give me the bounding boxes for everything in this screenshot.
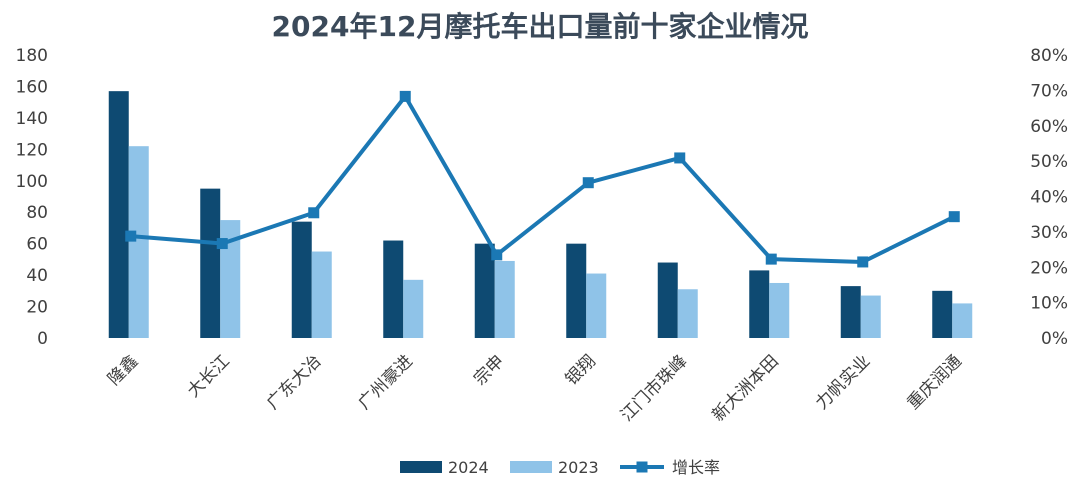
right-axis-tick: 80% bbox=[1030, 46, 1068, 66]
left-axis-tick: 140 bbox=[16, 109, 48, 129]
legend-swatch-2024 bbox=[400, 461, 442, 473]
growth-rate-point-7 bbox=[765, 253, 777, 265]
bar-2023-2 bbox=[311, 251, 332, 338]
growth-rate-point-0 bbox=[125, 230, 137, 242]
category-labels: 隆鑫 大长江 广东大冶 广州豪进 宗申 银翔 江门市珠峰 新大洲本田 力帆实业 重庆润通 bbox=[104, 351, 966, 426]
legend-label: 2023 bbox=[558, 458, 599, 477]
bar-2024-6 bbox=[657, 262, 678, 338]
category-label: 宗申 bbox=[470, 351, 508, 389]
growth-rate-line bbox=[130, 94, 956, 264]
bar-2024-4 bbox=[474, 243, 495, 338]
bar-2024-1 bbox=[200, 188, 221, 338]
legend-marker bbox=[636, 461, 648, 473]
bar-2023-7 bbox=[769, 282, 790, 338]
growth-rate-point-4 bbox=[491, 249, 503, 261]
category-label: 广州豪进 bbox=[354, 351, 417, 414]
growth-rate-point-1 bbox=[216, 238, 228, 250]
right-axis-tick: 50% bbox=[1030, 152, 1068, 172]
left-axis-tick: 120 bbox=[16, 140, 48, 160]
legend-swatch-2023 bbox=[510, 461, 552, 473]
left-axis-tick: 40 bbox=[26, 266, 48, 286]
growth-rate-point-6 bbox=[674, 152, 686, 164]
bar-2023-0 bbox=[128, 146, 149, 338]
right-axis-tick: 70% bbox=[1030, 81, 1068, 101]
bar-series bbox=[108, 91, 973, 339]
line-series bbox=[125, 90, 960, 268]
growth-rate-point-8 bbox=[857, 256, 869, 268]
right-y-axis: 0% 10% 20% 30% 40% 50% 60% 70% 80% bbox=[1030, 46, 1068, 349]
category-label: 江门市珠峰 bbox=[617, 351, 691, 425]
left-y-axis: 0 20 40 60 80 100 120 140 160 180 bbox=[16, 46, 48, 349]
bar-2023-6 bbox=[677, 289, 698, 338]
left-axis-tick: 20 bbox=[26, 298, 48, 318]
right-axis-tick: 20% bbox=[1030, 258, 1068, 278]
right-axis-tick: 60% bbox=[1030, 117, 1068, 137]
bar-2023-9 bbox=[952, 303, 973, 338]
chart-title: 2024年12月摩托车出口量前十家企业情况 bbox=[272, 10, 809, 43]
left-axis-tick: 180 bbox=[16, 46, 48, 66]
right-axis-tick: 0% bbox=[1041, 329, 1068, 349]
legend: 2024 2023 增长率 bbox=[400, 458, 720, 477]
category-label: 重庆润通 bbox=[904, 351, 966, 413]
growth-rate-point-3 bbox=[399, 90, 411, 102]
legend-label: 增长率 bbox=[672, 458, 720, 477]
bar-2024-3 bbox=[383, 240, 404, 338]
bar-2023-4 bbox=[494, 260, 515, 338]
legend-label: 2024 bbox=[448, 458, 489, 477]
category-label: 新大洲本田 bbox=[709, 351, 783, 425]
left-axis-tick: 160 bbox=[16, 77, 48, 97]
category-label: 大长江 bbox=[184, 351, 234, 401]
right-axis-tick: 10% bbox=[1030, 294, 1068, 314]
category-label: 广东大冶 bbox=[263, 351, 325, 413]
category-label: 隆鑫 bbox=[104, 351, 142, 389]
bar-2024-0 bbox=[108, 91, 129, 339]
left-axis-tick: 80 bbox=[26, 203, 48, 223]
growth-rate-point-2 bbox=[308, 207, 320, 219]
growth-rate-point-5 bbox=[582, 177, 594, 189]
bar-2024-5 bbox=[566, 243, 587, 338]
bar-2023-1 bbox=[220, 220, 241, 338]
right-axis-tick: 40% bbox=[1030, 188, 1068, 208]
bar-2024-2 bbox=[291, 221, 312, 338]
category-label: 银翔 bbox=[562, 351, 600, 389]
bar-2023-5 bbox=[586, 273, 607, 338]
bar-2023-8 bbox=[860, 295, 881, 338]
category-label: 力帆实业 bbox=[812, 351, 874, 413]
bar-2024-8 bbox=[840, 286, 861, 338]
bar-2023-3 bbox=[403, 279, 424, 338]
growth-rate-point-9 bbox=[948, 211, 960, 223]
left-axis-tick: 100 bbox=[16, 172, 48, 192]
bar-2024-7 bbox=[749, 270, 770, 338]
left-axis-tick: 0 bbox=[37, 329, 48, 349]
left-axis-tick: 60 bbox=[26, 235, 48, 255]
bar-2024-9 bbox=[932, 290, 953, 338]
right-axis-tick: 30% bbox=[1030, 223, 1068, 243]
